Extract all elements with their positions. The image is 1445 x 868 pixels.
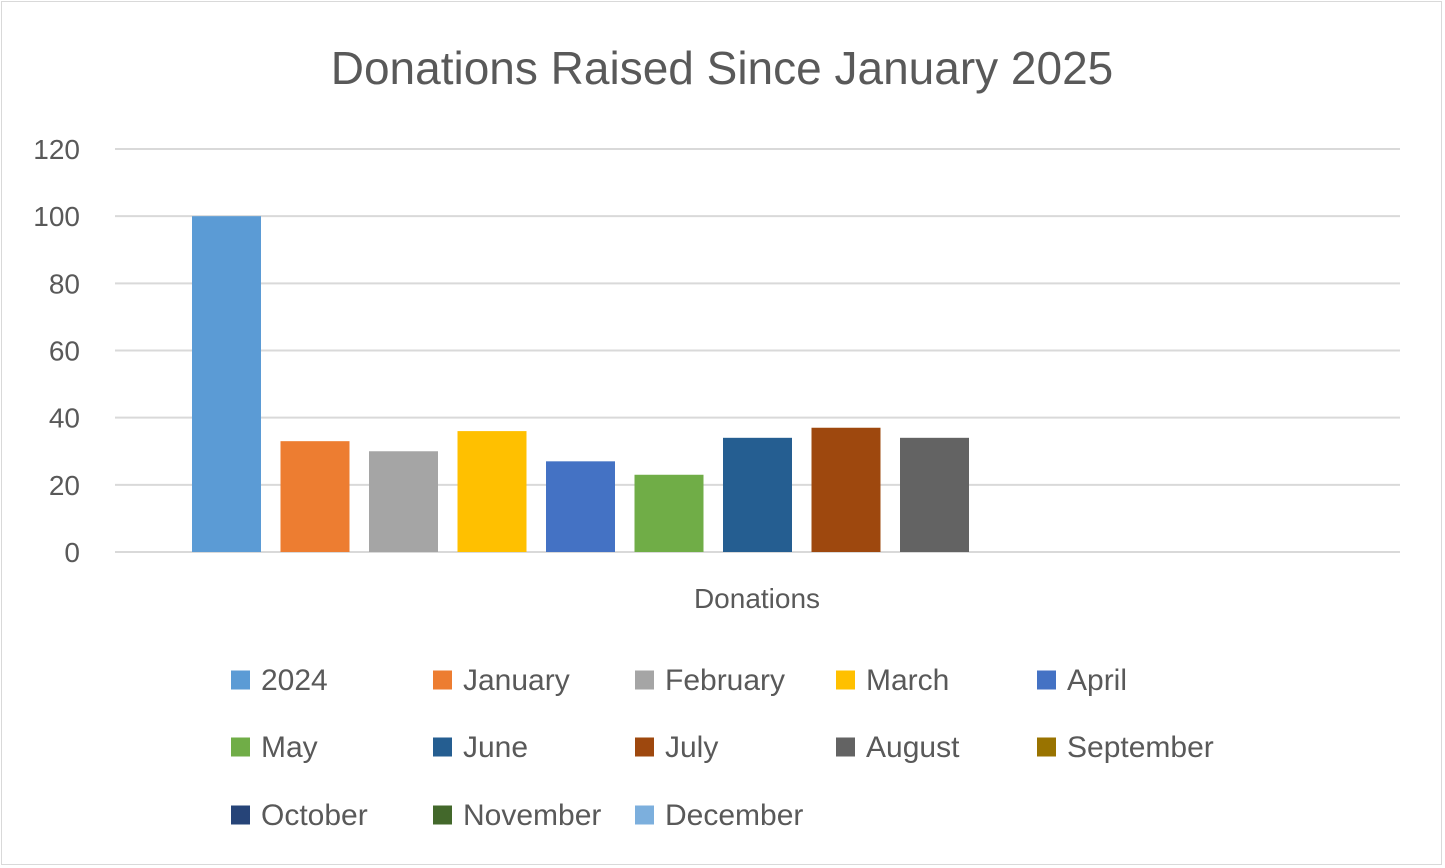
legend-swatch	[433, 737, 452, 757]
legend-item-september: September	[1037, 731, 1214, 764]
legend-swatch	[1037, 737, 1056, 757]
bar-august	[900, 437, 969, 552]
legend-item-march: March	[836, 664, 949, 697]
legend-item-april: April	[1037, 664, 1127, 697]
y-axis-ticks: 0 20 40 60 80 100 120	[33, 134, 80, 568]
legend-label: February	[665, 664, 785, 697]
bar-may	[634, 474, 704, 552]
legend-item-2024: 2024	[231, 664, 328, 697]
legend-label: 2024	[261, 664, 328, 697]
bar-february	[369, 451, 438, 552]
chart-title: Donations Raised Since January 2025	[331, 42, 1114, 94]
bar-april	[546, 461, 615, 552]
y-tick-label: 100	[33, 201, 80, 232]
legend-swatch	[433, 670, 452, 690]
legend-item-october: October	[231, 799, 368, 832]
bar-january	[280, 441, 350, 552]
legend-swatch	[836, 737, 855, 757]
bar-june	[723, 437, 792, 552]
legend: 2024 January February March April May June July…	[231, 664, 1214, 832]
y-tick-label: 80	[49, 268, 80, 299]
bars	[192, 216, 969, 552]
bar-march	[457, 431, 527, 552]
y-tick-label: 60	[49, 336, 80, 367]
y-tick-label: 0	[64, 537, 80, 568]
legend-swatch	[231, 805, 250, 825]
legend-item-may: May	[231, 731, 318, 764]
legend-label: June	[463, 731, 528, 764]
legend-item-january: January	[433, 664, 570, 697]
legend-item-february: February	[635, 664, 785, 697]
legend-swatch	[836, 670, 855, 690]
legend-label: March	[866, 664, 949, 697]
legend-label: January	[463, 664, 570, 697]
legend-item-december: December	[635, 799, 803, 832]
legend-label: November	[463, 799, 601, 832]
legend-label: October	[261, 799, 368, 832]
legend-item-november: November	[433, 799, 601, 832]
legend-swatch	[635, 805, 654, 825]
legend-label: December	[665, 799, 803, 832]
legend-swatch	[1037, 670, 1056, 690]
y-tick-label: 40	[49, 403, 80, 434]
x-axis-title: Donations	[694, 583, 820, 614]
legend-item-june: June	[433, 731, 528, 764]
legend-item-july: July	[635, 731, 718, 764]
legend-label: August	[866, 731, 960, 764]
y-tick-label: 20	[49, 470, 80, 501]
legend-label: April	[1067, 664, 1127, 697]
legend-swatch	[433, 805, 452, 825]
legend-label: July	[665, 731, 718, 764]
legend-swatch	[231, 670, 250, 690]
legend-swatch	[635, 670, 654, 690]
legend-swatch	[635, 737, 654, 757]
bar-july	[811, 427, 881, 552]
legend-swatch	[231, 737, 250, 757]
bar-2024	[192, 216, 261, 552]
legend-label: September	[1067, 731, 1214, 764]
legend-label: May	[261, 731, 318, 764]
y-tick-label: 120	[33, 134, 80, 165]
legend-item-august: August	[836, 731, 960, 764]
